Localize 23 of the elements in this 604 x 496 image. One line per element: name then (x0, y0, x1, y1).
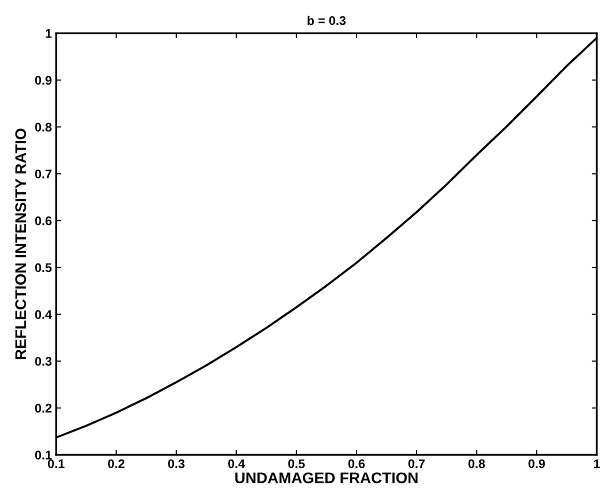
y-tick-label: 0.8 (35, 122, 52, 132)
x-tick-label: 0.6 (348, 459, 365, 468)
x-tick-label: 0.2 (108, 459, 124, 468)
x-tick-label: 0.7 (408, 459, 425, 468)
x-tick-label: 0.4 (228, 459, 245, 468)
x-tick-label: 0.9 (528, 459, 545, 468)
x-tick-label: 1 (594, 459, 600, 468)
y-tick-label: 0.5 (35, 263, 52, 272)
x-axis-title: UNDAMAGED FRACTION (235, 472, 418, 484)
y-tick-label: 0.4 (35, 310, 52, 319)
x-tick-label: 0.1 (48, 459, 65, 468)
x-tick-label: 0.3 (168, 459, 185, 468)
chart-title: b = 0.3 (308, 16, 346, 26)
y-tick-label: 0.9 (35, 76, 52, 85)
y-tick-label: 0.2 (35, 404, 52, 413)
y-tick-label: 0.3 (35, 356, 52, 366)
x-tick-label: 0.8 (468, 459, 485, 468)
y-tick-label: 0.6 (35, 216, 52, 226)
y-axis-title: REFLECTION INTENSITY RATIO (15, 128, 26, 360)
x-tick-label: 0.5 (288, 459, 305, 468)
y-tick-label: 0.7 (35, 170, 52, 178)
y-tick-label: 0.1 (35, 450, 52, 460)
y-tick-label: 1 (46, 29, 52, 38)
